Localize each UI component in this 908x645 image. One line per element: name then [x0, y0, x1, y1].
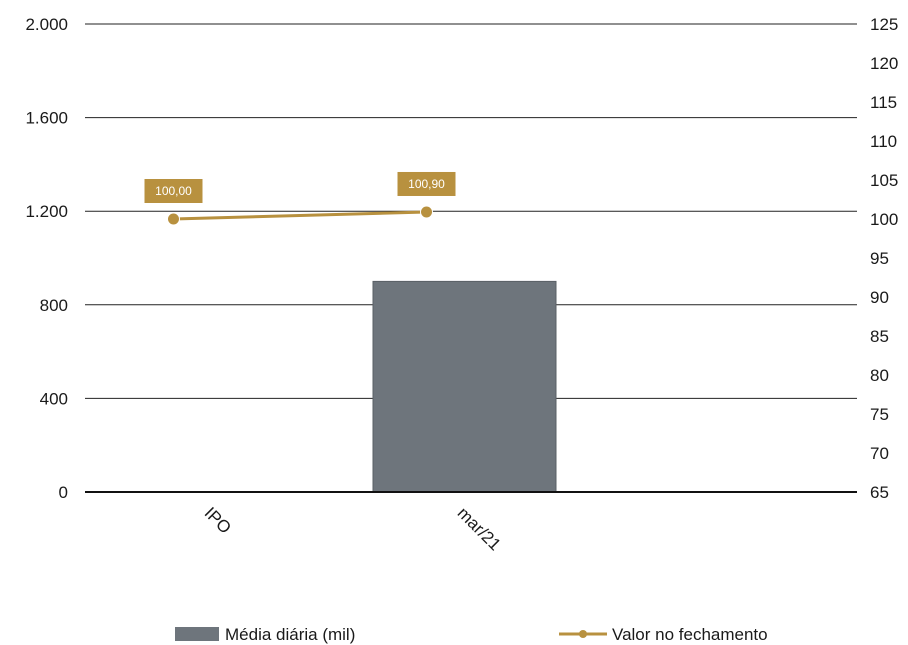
line-point [420, 205, 433, 219]
left-tick-label: 1.600 [25, 109, 68, 128]
right-tick-label: 75 [870, 405, 889, 424]
data-label: 100,00 [155, 184, 192, 198]
x-axis-ticks: IPO mar/21 [201, 503, 505, 554]
right-tick-label: 95 [870, 249, 889, 268]
category-label: IPO [201, 503, 235, 537]
data-label-box [397, 171, 456, 196]
legend-swatch-marker [579, 630, 587, 638]
left-y-axis-ticks: 0 400 800 1.200 1.600 2.000 [25, 15, 68, 502]
category-label: mar/21 [454, 503, 505, 554]
right-tick-label: 125 [870, 15, 898, 34]
line-path [173, 210, 427, 221]
right-tick-label: 105 [870, 171, 898, 190]
right-tick-label: 110 [870, 132, 897, 151]
left-tick-label: 800 [40, 296, 68, 315]
data-label: 100,90 [408, 177, 445, 191]
legend-swatch-bar [175, 627, 219, 641]
legend-label: Valor no fechamento [612, 625, 768, 644]
left-tick-label: 1.200 [25, 202, 68, 221]
bar-series [372, 280, 557, 493]
bar [372, 280, 557, 493]
right-tick-label: 70 [870, 444, 889, 463]
right-y-axis-ticks: 65 70 75 80 85 90 95 100 105 110 115 120 125 [870, 15, 898, 502]
right-tick-label: 85 [870, 327, 889, 346]
left-tick-label: 2.000 [25, 15, 68, 34]
right-tick-label: 120 [870, 54, 898, 73]
right-tick-label: 115 [870, 93, 897, 112]
line-point [167, 212, 180, 226]
right-tick-label: 80 [870, 366, 889, 385]
left-tick-label: 0 [59, 483, 68, 502]
left-tick-label: 400 [40, 389, 68, 408]
right-tick-label: 65 [870, 483, 889, 502]
line-series: 100,00 100,90 [144, 171, 456, 226]
right-tick-label: 90 [870, 288, 889, 307]
right-tick-label: 100 [870, 210, 898, 229]
data-label-box [144, 179, 203, 203]
legend: Média diária (mil) Valor no fechamento [175, 625, 768, 644]
legend-label: Média diária (mil) [225, 625, 355, 644]
gridlines [85, 23, 857, 399]
